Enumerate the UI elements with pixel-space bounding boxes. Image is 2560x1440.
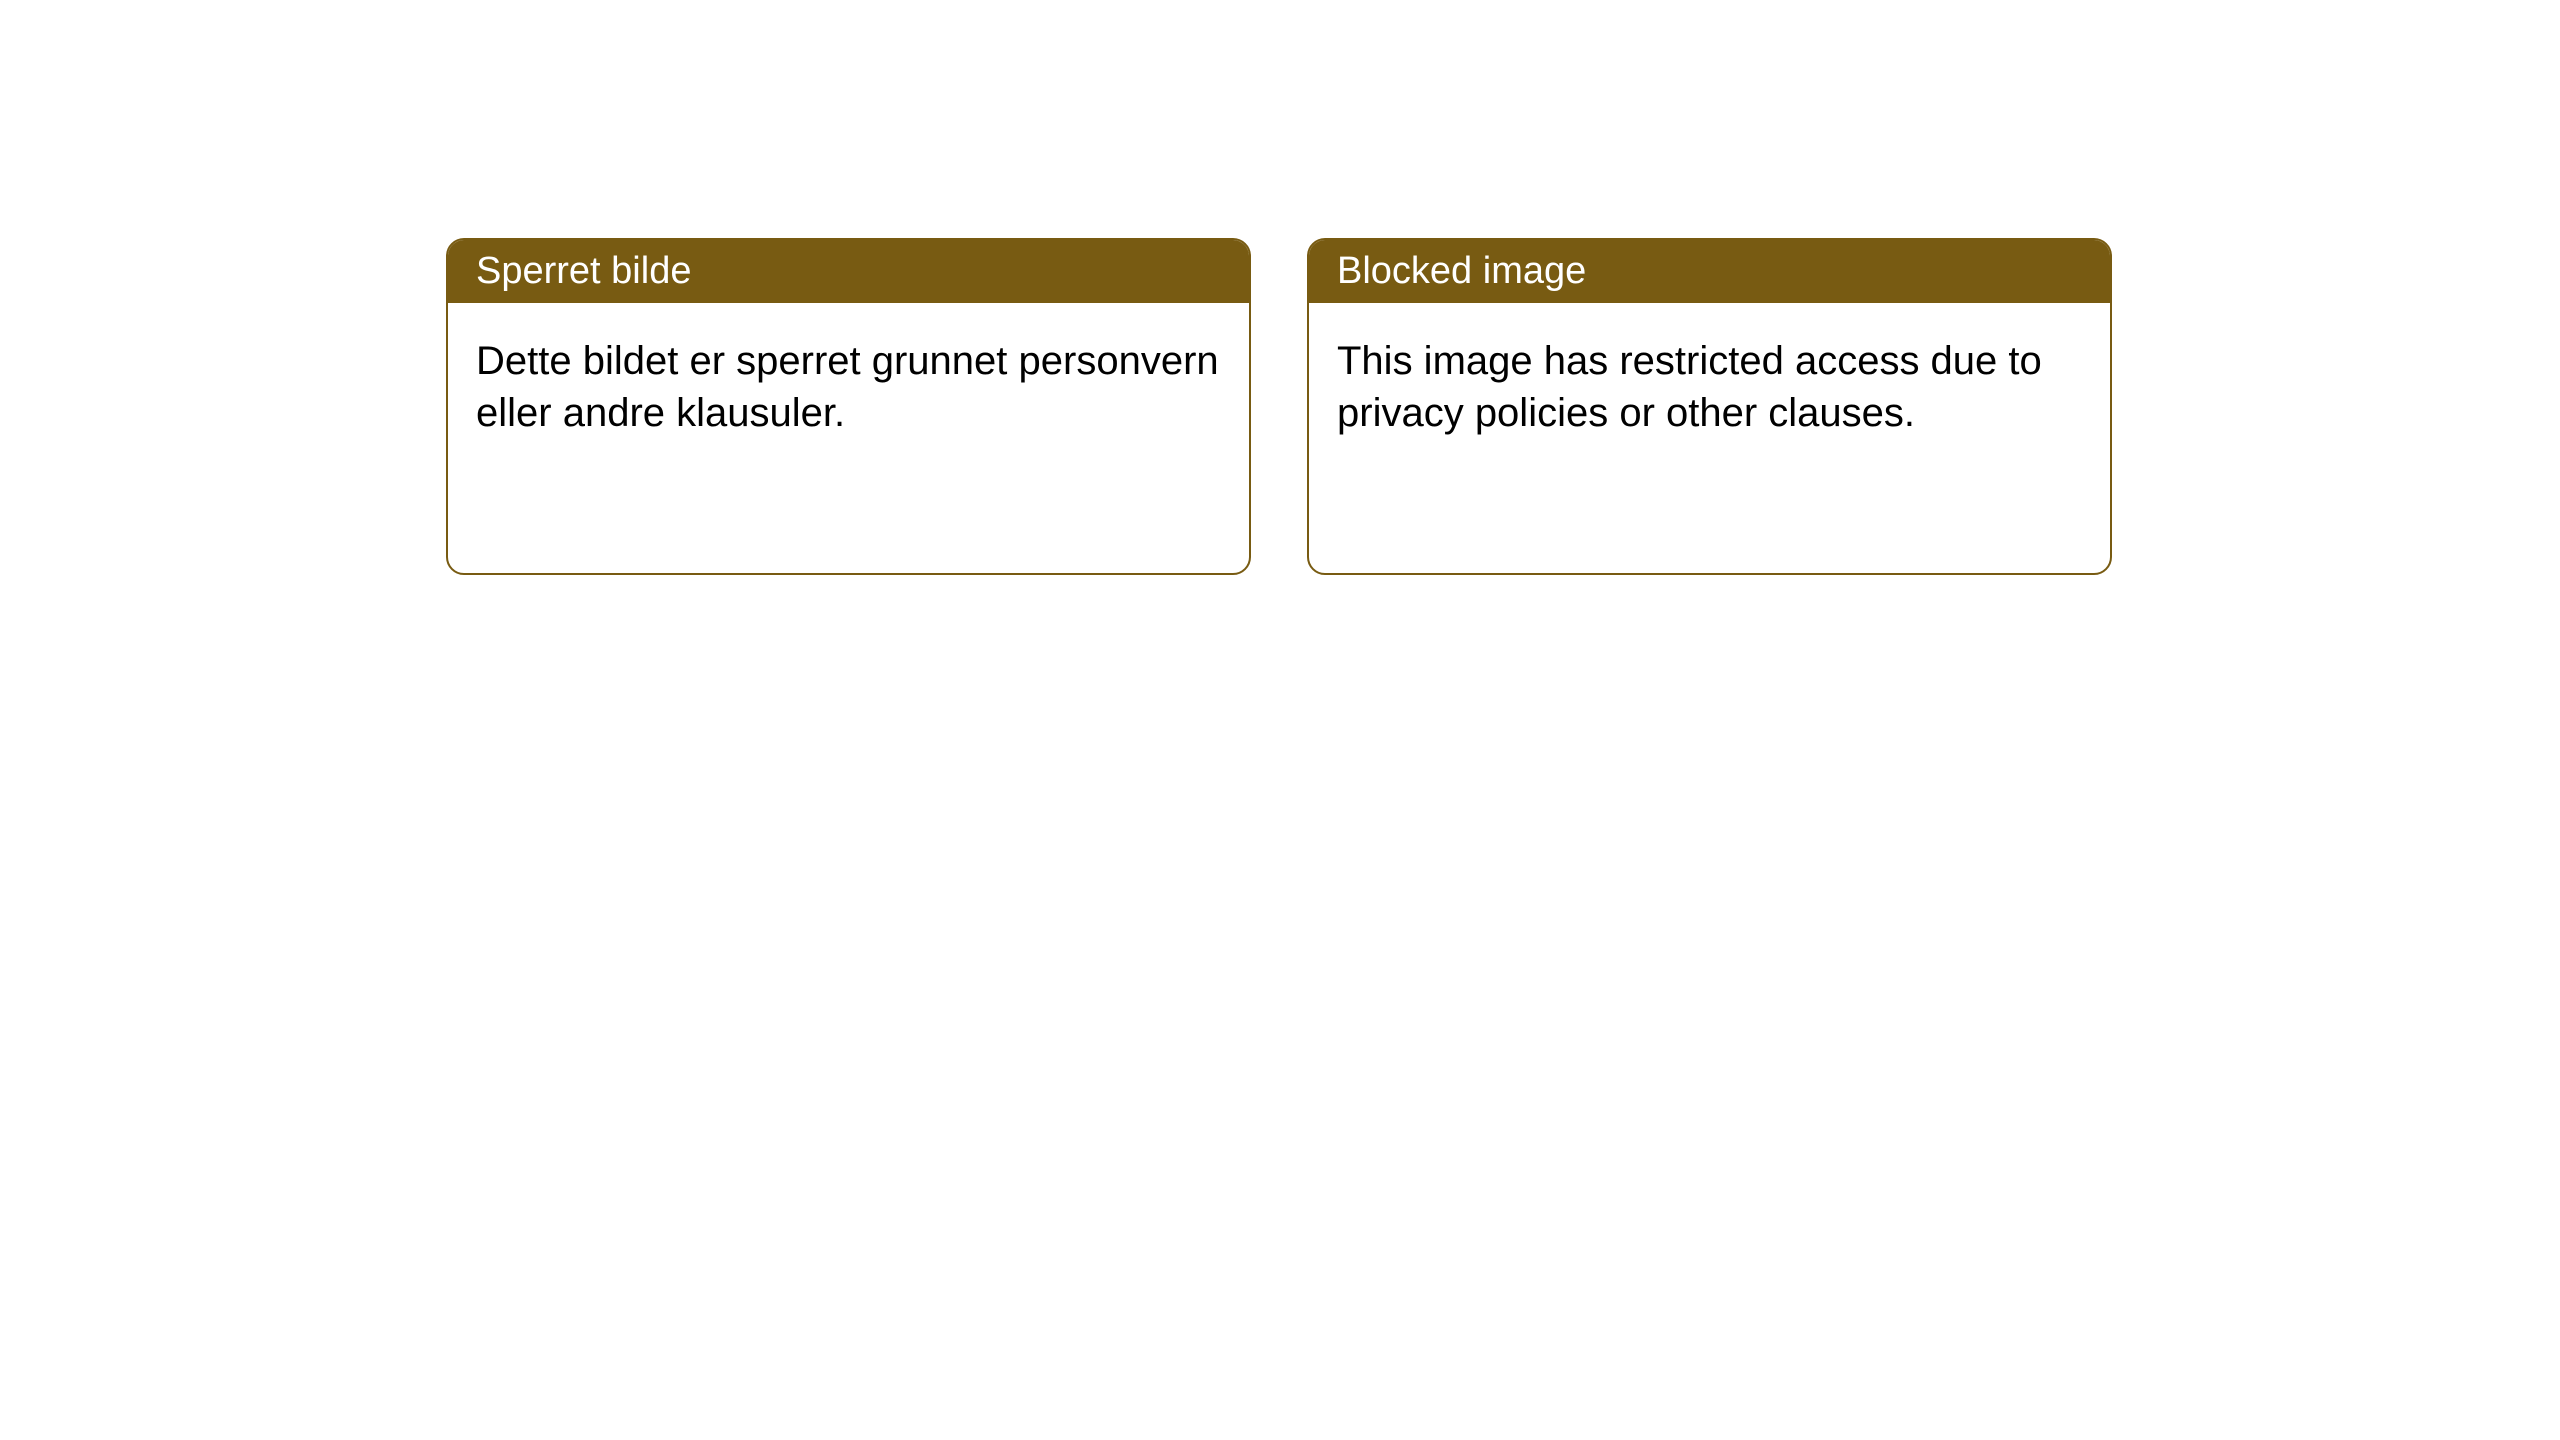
card-body-norwegian: Dette bildet er sperret grunnet personve… [448, 303, 1249, 471]
card-message: Dette bildet er sperret grunnet personve… [476, 339, 1219, 435]
card-title: Blocked image [1337, 250, 1586, 292]
notice-cards-container: Sperret bilde Dette bildet er sperret gr… [446, 238, 2112, 575]
notice-card-norwegian: Sperret bilde Dette bildet er sperret gr… [446, 238, 1251, 575]
card-message: This image has restricted access due to … [1337, 339, 2042, 435]
card-header-norwegian: Sperret bilde [448, 240, 1249, 303]
notice-card-english: Blocked image This image has restricted … [1307, 238, 2112, 575]
card-header-english: Blocked image [1309, 240, 2110, 303]
card-body-english: This image has restricted access due to … [1309, 303, 2110, 471]
card-title: Sperret bilde [476, 250, 691, 292]
